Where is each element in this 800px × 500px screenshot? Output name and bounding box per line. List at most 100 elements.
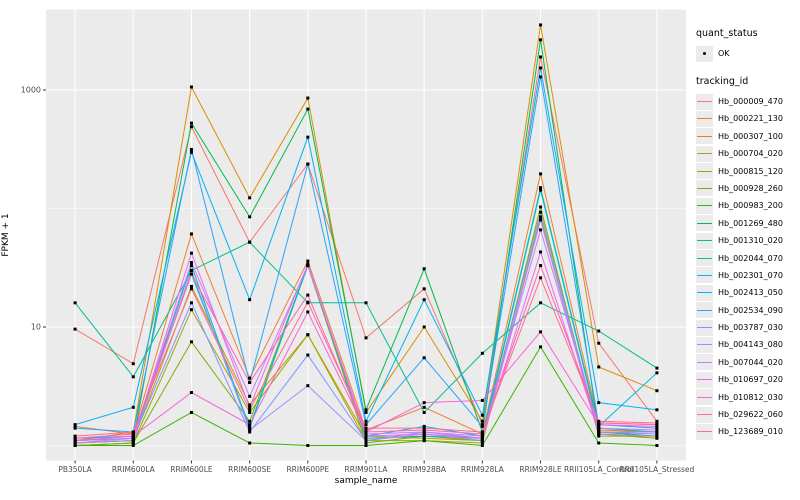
line-swatch-color	[697, 309, 712, 311]
data-point	[422, 405, 426, 409]
data-point	[422, 410, 426, 414]
data-point	[73, 423, 77, 427]
data-point	[306, 262, 310, 266]
legend-item: Hb_029622_060	[696, 406, 800, 423]
y-axis-title: FPKM + 1	[1, 213, 11, 257]
legend-item-label: Hb_007044_020	[718, 357, 783, 367]
x-tick-label: RRIM600LA	[111, 465, 155, 474]
data-point	[248, 196, 252, 200]
data-point	[422, 287, 426, 291]
line-swatch	[696, 215, 713, 232]
data-point	[189, 121, 193, 125]
data-point	[480, 444, 484, 447]
data-point	[306, 259, 310, 263]
data-point	[131, 405, 135, 409]
line-swatch-color	[697, 379, 712, 381]
data-point	[73, 441, 77, 445]
line-swatch	[696, 354, 713, 371]
point-swatch	[696, 45, 713, 62]
data-point	[539, 172, 543, 176]
data-point	[248, 410, 252, 414]
line-swatch	[696, 423, 713, 440]
data-point	[539, 75, 543, 79]
data-point	[655, 432, 659, 436]
data-point	[189, 268, 193, 272]
data-point	[539, 66, 543, 70]
legend-item-label: Hb_000307_100	[718, 131, 783, 141]
data-point	[189, 272, 193, 276]
line-swatch-color	[697, 101, 712, 102]
data-point	[189, 251, 193, 255]
legend-item: Hb_002534_090	[696, 302, 800, 319]
data-point	[189, 85, 193, 89]
data-point	[480, 432, 484, 436]
data-point	[131, 362, 135, 366]
x-tick-label: RRIM600LE	[170, 465, 213, 474]
data-point	[364, 426, 368, 430]
legend-tracking-id-section: tracking_id Hb_000009_470 Hb_000221_130 …	[696, 76, 800, 440]
data-point	[480, 441, 484, 445]
data-point	[364, 419, 368, 423]
data-point	[248, 430, 252, 434]
legend-item-label: Hb_000983_200	[718, 201, 783, 211]
data-point	[364, 444, 368, 447]
line-swatch	[696, 406, 713, 423]
x-tick-label: RRII105LA_Stressed	[619, 465, 695, 474]
line-swatch	[696, 232, 713, 249]
data-point	[422, 401, 426, 405]
data-point	[480, 398, 484, 402]
legend-tracking-id-items: Hb_000009_470 Hb_000221_130 Hb_000307_10…	[696, 93, 800, 440]
data-point	[189, 264, 193, 268]
data-point	[480, 430, 484, 434]
data-point	[364, 432, 368, 436]
line-swatch	[696, 145, 713, 162]
data-point	[248, 298, 252, 302]
legend-item-ok: OK	[696, 45, 800, 62]
data-point	[364, 301, 368, 305]
legend-item-label: Hb_029622_060	[718, 410, 783, 420]
data-point	[539, 38, 543, 42]
legend-item-label: Hb_004143_080	[718, 340, 783, 350]
data-point	[539, 205, 543, 209]
legend-item-label: Hb_000928_260	[718, 183, 783, 193]
line-swatch	[696, 336, 713, 353]
data-point	[539, 23, 543, 27]
legend-item-label: Hb_123689_010	[718, 427, 783, 437]
line-swatch-color	[697, 396, 712, 398]
data-point	[655, 421, 659, 425]
legend-item-label: Hb_010697_020	[718, 375, 783, 385]
data-point	[655, 371, 659, 375]
legend-item: Hb_002301_070	[696, 267, 800, 284]
data-point	[248, 394, 252, 398]
legend-item: Hb_002413_050	[696, 284, 800, 301]
data-point	[306, 384, 310, 388]
x-tick-label: RRIM600SE	[228, 465, 272, 474]
data-point	[539, 276, 543, 280]
legend-item: Hb_003787_030	[696, 319, 800, 336]
data-point	[189, 261, 193, 265]
line-swatch-color	[697, 118, 712, 120]
data-point	[73, 436, 77, 440]
data-point	[248, 215, 252, 219]
data-point	[422, 436, 426, 440]
data-point	[480, 419, 484, 423]
data-point	[73, 327, 77, 331]
data-point	[597, 434, 601, 438]
data-point	[248, 376, 252, 380]
data-point	[655, 389, 659, 393]
line-swatch	[696, 197, 713, 214]
legend-item-label: Hb_002301_070	[718, 270, 783, 280]
data-point	[422, 267, 426, 271]
x-tick-label: RRIM901LA	[344, 465, 388, 474]
point-icon	[703, 52, 706, 55]
legend-item: Hb_004143_080	[696, 336, 800, 353]
data-point	[189, 150, 193, 154]
line-swatch-color	[697, 222, 712, 224]
x-tick-label: RRIM928LE	[519, 465, 562, 474]
line-swatch	[696, 371, 713, 388]
data-point	[655, 444, 659, 447]
data-point	[480, 351, 484, 355]
x-tick-label: RRIM600PE	[286, 465, 330, 474]
